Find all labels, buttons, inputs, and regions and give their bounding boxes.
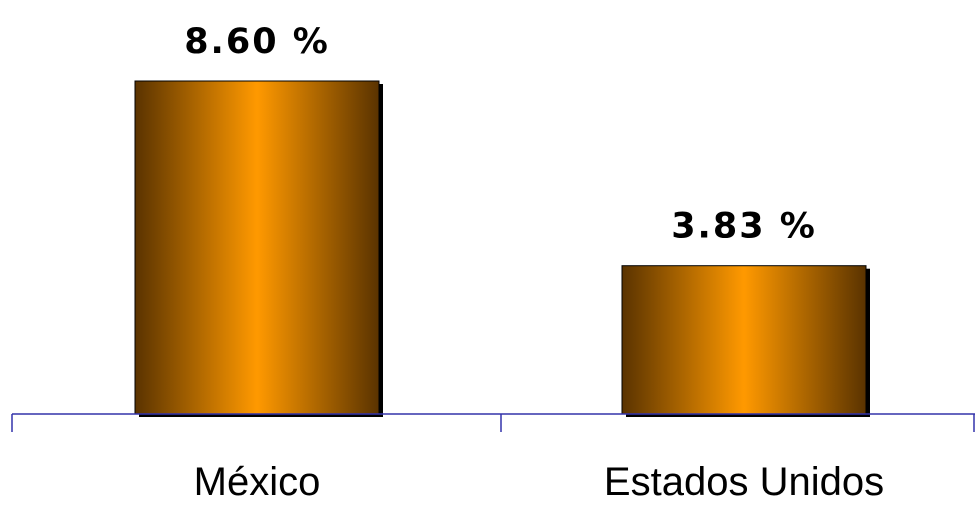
x-axis [11, 413, 975, 432]
bar-mexico [134, 80, 380, 415]
data-label: 8.60 % [184, 22, 330, 62]
bars-layer [134, 80, 870, 417]
x-tick-label: México [194, 460, 321, 504]
bar-estados-unidos [621, 265, 867, 415]
x-tick-label: Estados Unidos [604, 460, 884, 504]
data-label: 3.83 % [671, 207, 817, 247]
labels-layer: 8.60 % México 3.83 % Estados Unidos [184, 22, 884, 504]
